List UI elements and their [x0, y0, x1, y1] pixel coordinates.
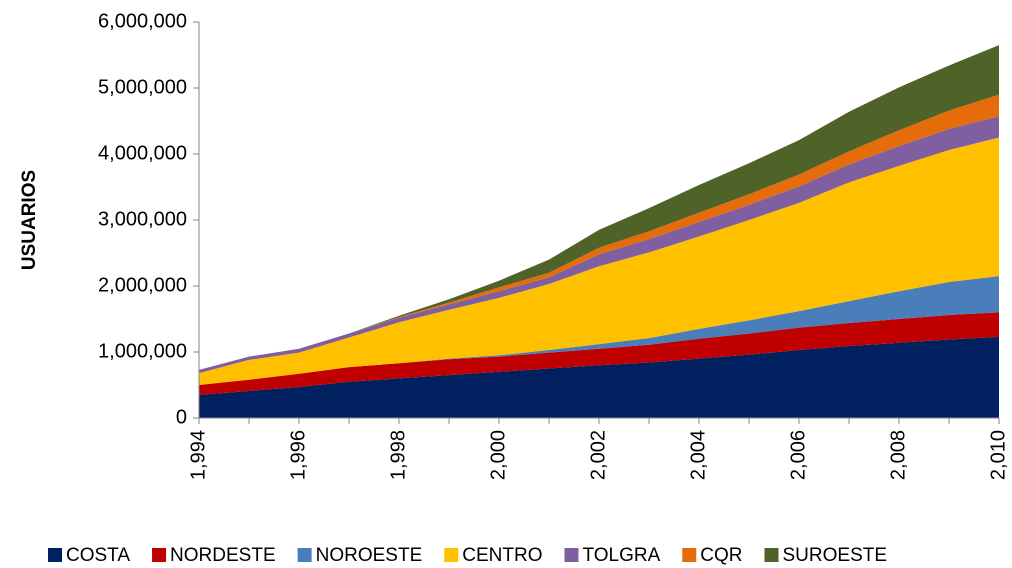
- y-tick-label: 1,000,000: [98, 340, 187, 362]
- x-tick-label: 2,006: [787, 430, 809, 480]
- x-tick-label: 1,996: [287, 430, 309, 480]
- x-tick-label: 2,010: [987, 430, 1009, 480]
- y-tick-label: 0: [176, 406, 187, 428]
- y-tick-label: 3,000,000: [98, 208, 187, 230]
- x-tick-label: 1,994: [187, 430, 209, 480]
- x-tick-label: 2,002: [587, 430, 609, 480]
- legend: COSTA NORDESTE NOROESTE CENTRO TOLGRA CQR SURO…: [48, 545, 887, 566]
- area: [199, 336, 999, 418]
- x-tick-label: 1,998: [387, 430, 409, 480]
- legend-label: SUROESTE: [783, 545, 888, 566]
- legend-label: NOROESTE: [316, 545, 423, 566]
- legend-swatch: [444, 548, 459, 562]
- legend-swatch: [297, 548, 312, 562]
- legend-label: NORDESTE: [170, 545, 276, 566]
- y-tick-label: 4,000,000: [98, 142, 187, 164]
- x-tick-label: 2,000: [487, 430, 509, 480]
- area: [199, 312, 999, 395]
- legend-swatch: [764, 548, 779, 562]
- legend-label: TOLGRA: [582, 545, 660, 566]
- y-axis-label: USUARIOS: [19, 170, 40, 270]
- area: [199, 137, 999, 385]
- legend-swatch: [682, 548, 697, 562]
- y-tick-label: 6,000,000: [98, 10, 187, 32]
- legend-label: CENTRO: [462, 545, 542, 566]
- legend-label: COSTA: [66, 545, 130, 566]
- x-tick-label: 2,008: [887, 430, 909, 480]
- legend-swatch: [152, 548, 167, 562]
- legend-swatch: [564, 548, 579, 562]
- legend-swatch: [48, 548, 62, 562]
- y-tick-label: 2,000,000: [98, 274, 187, 296]
- y-tick-label: 5,000,000: [98, 76, 187, 98]
- legend-label: CQR: [700, 545, 742, 566]
- area: [199, 116, 999, 374]
- x-tick-label: 2,004: [687, 430, 709, 480]
